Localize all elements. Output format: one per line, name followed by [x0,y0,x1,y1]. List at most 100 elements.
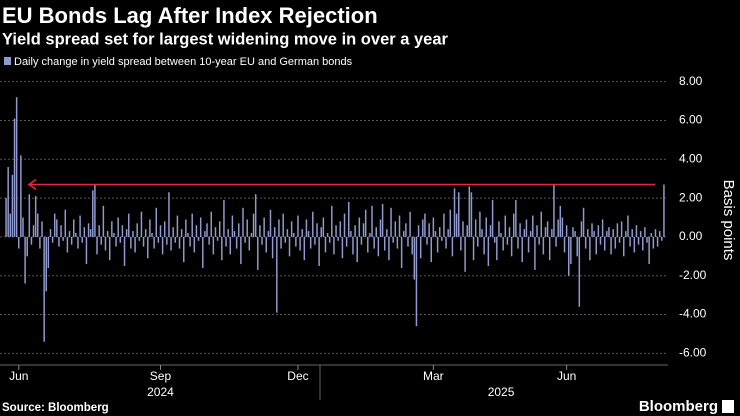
bar [212,236,215,255]
bar [405,223,407,237]
bar [22,217,24,237]
bar [157,236,160,243]
bar [381,203,384,237]
bar [233,231,236,237]
bar [523,229,526,237]
bar [316,223,318,237]
bar [379,219,382,237]
bar [9,213,12,237]
bar [161,236,164,255]
bar [92,190,94,237]
bar [231,215,234,237]
bar [113,233,115,237]
bar [642,236,644,251]
bar [601,219,604,237]
y-tick-label: 6.00 [679,113,703,127]
bar [104,236,107,251]
bar [527,236,530,253]
bar [644,227,646,237]
bar [603,236,606,251]
bar [225,236,227,247]
bar [170,236,172,251]
bar [502,236,504,251]
bar [85,236,88,265]
bar [373,236,375,249]
bar [466,225,468,237]
bar [328,236,331,243]
bar [227,229,229,237]
bar [396,236,399,249]
bar [625,231,627,237]
bar [620,221,623,237]
bar [77,236,79,249]
bar [32,225,35,237]
bar [536,225,538,237]
bar [303,236,306,261]
bar [254,194,257,237]
arrow-head [27,178,37,191]
bar [358,217,361,237]
bar [553,184,555,237]
bar [576,236,578,257]
bar [20,155,22,237]
legend-swatch [4,57,11,65]
bar [470,192,473,237]
bar [238,223,240,237]
bar [305,219,308,237]
bar [149,219,151,237]
bar [663,184,665,237]
bar [223,200,225,237]
bar [438,227,441,237]
bar [504,215,507,237]
bar [462,221,464,237]
bar [278,219,280,237]
bar [123,236,126,267]
bar [246,219,248,237]
bar [265,236,267,253]
bar [70,236,73,245]
x-tick-label: Jun [9,369,28,383]
bar [286,229,289,237]
bar [235,236,238,249]
bar [633,236,636,253]
bar [185,219,187,237]
bar [284,236,287,243]
bar [312,211,314,237]
bar [464,236,466,272]
bar [561,217,564,237]
bar [637,236,640,245]
bar [318,236,320,267]
bar [398,215,401,237]
bar [618,236,621,243]
bar [87,223,90,237]
bar [544,227,547,237]
bar [447,229,449,237]
bar [221,236,223,261]
bar [155,207,157,237]
bar [591,223,593,237]
bar [595,236,597,255]
bar [409,211,411,237]
bar [191,213,193,237]
bar [261,236,263,245]
bar [593,231,595,237]
bar [525,219,528,237]
bar [174,236,177,243]
bar [496,236,498,261]
bar [111,221,113,237]
bar [654,229,657,237]
bar [248,236,251,251]
bar [557,219,559,237]
bar [623,236,625,257]
bar [51,236,54,243]
bar [83,227,86,237]
bar [481,229,483,237]
bar [489,225,492,237]
bar [348,201,350,237]
bar [483,236,485,255]
bar [229,236,232,255]
bar [94,184,96,237]
bar [458,192,460,237]
bar [53,213,56,237]
bar [460,236,462,251]
